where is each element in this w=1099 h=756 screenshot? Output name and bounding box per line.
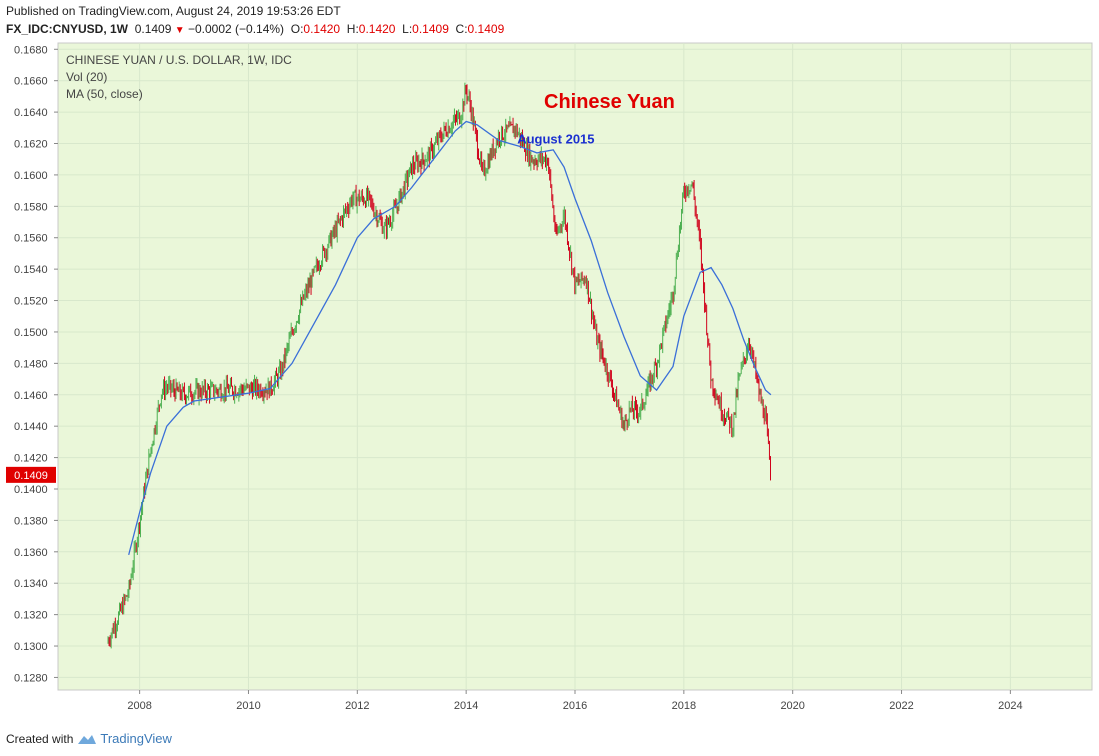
y-tick-label: 0.1580 — [14, 201, 48, 213]
last-price: 0.1409 — [134, 22, 172, 36]
y-tick-label: 0.1300 — [14, 641, 48, 653]
down-arrow-icon: ▼ — [174, 25, 185, 36]
symbol-label: FX_IDC:CNYUSD, 1W — [6, 22, 129, 36]
y-tick-label: 0.1440 — [14, 421, 48, 433]
price-bars — [107, 82, 771, 649]
chart-texts: CHINESE YUAN / U.S. DOLLAR, 1W, IDC Vol … — [66, 53, 675, 147]
chart-axes: 0.1280 0.1300 0.1320 0.1340 0.1360 0.1380 0.14… — [14, 44, 1023, 712]
y-tick-label: 0.1420 — [14, 453, 48, 465]
x-tick-label: 2014 — [454, 700, 478, 712]
x-tick-label: 2010 — [236, 700, 260, 712]
x-tick-label: 2016 — [563, 700, 587, 712]
x-tick-label: 2008 — [127, 700, 151, 712]
y-tick-label: 0.1540 — [14, 264, 48, 276]
y-tick-label: 0.1560 — [14, 233, 48, 245]
chart-lines — [128, 120, 772, 556]
last-price-tag: 0.1409 — [6, 466, 56, 483]
tradingview-link[interactable]: TradingView — [77, 731, 172, 746]
y-tick-label: 0.1460 — [14, 390, 48, 402]
tradingview-logo-icon — [78, 734, 97, 744]
price-change: −0.0002 (−0.14%) — [187, 22, 285, 36]
y-tick-label: 0.1380 — [14, 515, 48, 527]
open-value: 0.1420 — [303, 22, 341, 36]
low-value: 0.1409 — [412, 22, 449, 36]
y-tick-label: 0.1400 — [14, 484, 48, 496]
ma-50-line — [128, 120, 772, 556]
y-tick-label: 0.1280 — [14, 672, 48, 684]
high-label: H: — [346, 22, 359, 36]
y-tick-label: 0.1480 — [14, 358, 48, 370]
y-tick-label: 0.1520 — [14, 296, 48, 308]
y-tick-label: 0.1320 — [14, 610, 48, 622]
annotation-august-2015: August 2015 — [517, 132, 594, 147]
chart-grid — [57, 42, 1093, 691]
y-tick-label: 0.1680 — [14, 44, 48, 56]
x-tick-label: 2024 — [998, 700, 1022, 712]
volume-legend: Vol (20) — [66, 70, 107, 84]
footer: Created with TradingView — [6, 731, 172, 746]
quote-line: FX_IDC:CNYUSD, 1W 0.1409 ▼ −0.0002 (−0.1… — [6, 22, 504, 36]
x-tick-label: 2012 — [345, 700, 369, 712]
y-tick-label: 0.1360 — [14, 547, 48, 559]
y-tick-label: 0.1500 — [14, 327, 48, 339]
last-price-tag-label: 0.1409 — [14, 470, 48, 482]
chart-title: Chinese Yuan — [544, 91, 675, 113]
y-tick-label: 0.1660 — [14, 76, 48, 88]
open-label: O: — [290, 22, 304, 36]
close-value: 0.1409 — [467, 22, 505, 36]
tradingview-brand: TradingView — [100, 731, 172, 746]
x-tick-label: 2018 — [672, 700, 696, 712]
ma-legend: MA (50, close) — [66, 87, 143, 101]
y-tick-label: 0.1640 — [14, 107, 48, 119]
y-tick-label: 0.1620 — [14, 139, 48, 151]
x-tick-label: 2022 — [889, 700, 913, 712]
y-tick-label: 0.1340 — [14, 578, 48, 590]
published-line: Published on TradingView.com, August 24,… — [6, 4, 341, 18]
created-with-label: Created with — [6, 731, 74, 746]
high-value: 0.1420 — [358, 22, 396, 36]
last-price-tag-bg — [6, 466, 56, 483]
chart-legend-title: CHINESE YUAN / U.S. DOLLAR, 1W, IDC — [66, 53, 292, 67]
low-label: L: — [402, 22, 413, 36]
close-label: C: — [455, 22, 468, 36]
y-tick-label: 0.1600 — [14, 170, 48, 182]
x-tick-label: 2020 — [780, 700, 804, 712]
